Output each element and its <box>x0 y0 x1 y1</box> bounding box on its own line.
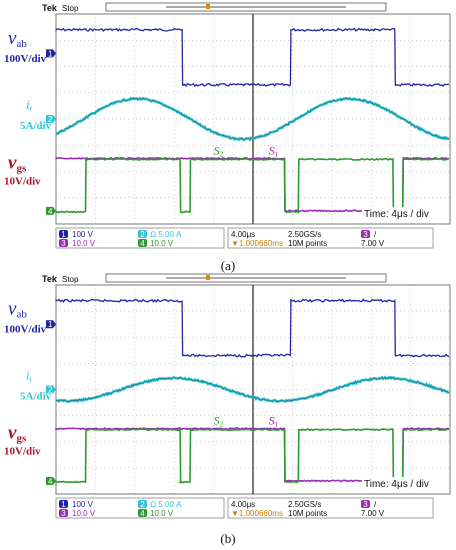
panel-caption: (b) <box>220 531 235 546</box>
time-per-div-label: Time: 4μs / div <box>364 479 429 490</box>
vab-scale-label: 100V/div <box>4 324 47 336</box>
ch2-chip <box>138 230 147 238</box>
ch2-marker <box>46 115 56 123</box>
ch3-chip-num: 3 <box>61 239 66 248</box>
s2-trace <box>55 157 450 214</box>
ch4-chip-num: 4 <box>140 239 145 248</box>
ch2-chip <box>138 500 147 508</box>
trigger-level: 7.00 V <box>361 509 385 518</box>
s2-label: S2 <box>214 143 224 158</box>
ch2-marker-num: 2 <box>48 115 53 124</box>
sample-rate: 2.50GS/s <box>288 230 321 239</box>
s2-trace <box>55 427 450 484</box>
ch4-chip-num: 4 <box>140 509 145 518</box>
ch1-scale: 100 V <box>72 500 94 509</box>
trigger-marker <box>206 275 210 280</box>
time-label-bg <box>362 207 448 220</box>
vab-trace <box>55 27 450 88</box>
ch4-chip <box>138 509 147 517</box>
ir-scale-label: 5A/div <box>20 120 52 132</box>
timebase-status-box <box>227 227 434 249</box>
tek-brand: Tek <box>42 274 58 284</box>
ir-trace-core <box>55 97 450 141</box>
trigger-marker <box>206 4 210 9</box>
ch2-chip-num: 2 <box>140 500 145 509</box>
ch3-chip <box>59 239 68 247</box>
ch2-chip-num: 2 <box>140 230 145 239</box>
ch1-marker <box>46 320 56 329</box>
ir-trace-core <box>56 376 450 403</box>
ch1-marker-num: 1 <box>48 49 53 58</box>
vgs-scale-label: 10V/div <box>4 175 41 187</box>
ch4-scale: 10.0 V <box>150 509 174 518</box>
vgs-label: vgs <box>8 152 27 174</box>
ch3-chip <box>59 509 68 517</box>
timebase-value: 4.00μs <box>231 500 255 509</box>
trigger-slope: / <box>374 500 377 509</box>
ir-label: ir <box>26 368 33 384</box>
vab-label: vab <box>8 299 27 321</box>
ch4-marker-num: 4 <box>48 207 53 216</box>
ch4-marker-num: 4 <box>48 477 53 486</box>
scope-panel-b: Tek Stop124vab100V/divir5A/divvgs10V/divS… <box>4 273 451 546</box>
ir-label: ir <box>26 97 33 113</box>
tek-brand: Tek <box>42 3 58 13</box>
ch2-scale: Ω 5.00 A <box>150 230 182 239</box>
panel-caption: (a) <box>221 258 235 273</box>
scope-panel-a: Tek Stop124vab100V/divir5A/divvgs10V/divS… <box>4 2 451 273</box>
trig-source-chip-num: 3 <box>363 230 368 239</box>
ch3-scale: 10.0 V <box>72 509 96 518</box>
trigger-slope: / <box>374 230 377 239</box>
time-per-div-label: Time: 4μs / div <box>364 209 429 220</box>
acq-state: Stop <box>62 275 79 284</box>
vab-label: vab <box>8 28 27 50</box>
ch1-scale: 100 V <box>72 230 94 239</box>
time-label-bg <box>362 477 448 490</box>
timebase-value: 4.00μs <box>231 230 255 239</box>
ch1-chip <box>59 500 68 508</box>
trigger-position: ▼1.000660ms <box>231 509 283 518</box>
ch1-chip-num: 1 <box>61 230 66 239</box>
vab-scale-label: 100V/div <box>4 53 47 65</box>
trig-source-chip <box>361 230 370 238</box>
vab-trace <box>55 298 450 358</box>
record-length: 10M points <box>288 239 327 248</box>
ch1-chip-num: 1 <box>61 500 66 509</box>
vgs-label: vgs <box>8 423 27 445</box>
ch3-scale: 10.0 V <box>72 239 96 248</box>
s2-label: S2 <box>214 414 224 429</box>
ch1-chip <box>59 230 68 238</box>
vgs-scale-label: 10V/div <box>4 446 41 458</box>
s1-label: S1 <box>269 414 279 429</box>
timebase-status-box <box>227 497 434 519</box>
ch4-scale: 10.0 V <box>150 239 174 248</box>
ch1-marker-num: 1 <box>48 320 53 329</box>
ch2-scale: Ω 5.00 A <box>150 500 182 509</box>
record-length: 10M points <box>288 509 327 518</box>
ch1-marker <box>46 49 56 58</box>
ir-scale-label: 5A/div <box>20 391 52 403</box>
trig-source-chip <box>361 500 370 508</box>
trig-source-chip-num: 3 <box>363 500 368 509</box>
ch2-marker <box>46 385 56 394</box>
ch3-chip-num: 3 <box>61 509 66 518</box>
ch4-marker <box>46 206 56 215</box>
ch4-marker <box>46 476 56 485</box>
s1-label: S1 <box>269 143 279 158</box>
ch2-marker-num: 2 <box>48 386 53 395</box>
ch4-chip <box>138 239 147 247</box>
sample-rate: 2.50GS/s <box>288 500 321 509</box>
trigger-level: 7.00 V <box>361 239 385 248</box>
acq-state: Stop <box>62 4 79 13</box>
trigger-position: ▼1.000660ms <box>231 239 283 248</box>
